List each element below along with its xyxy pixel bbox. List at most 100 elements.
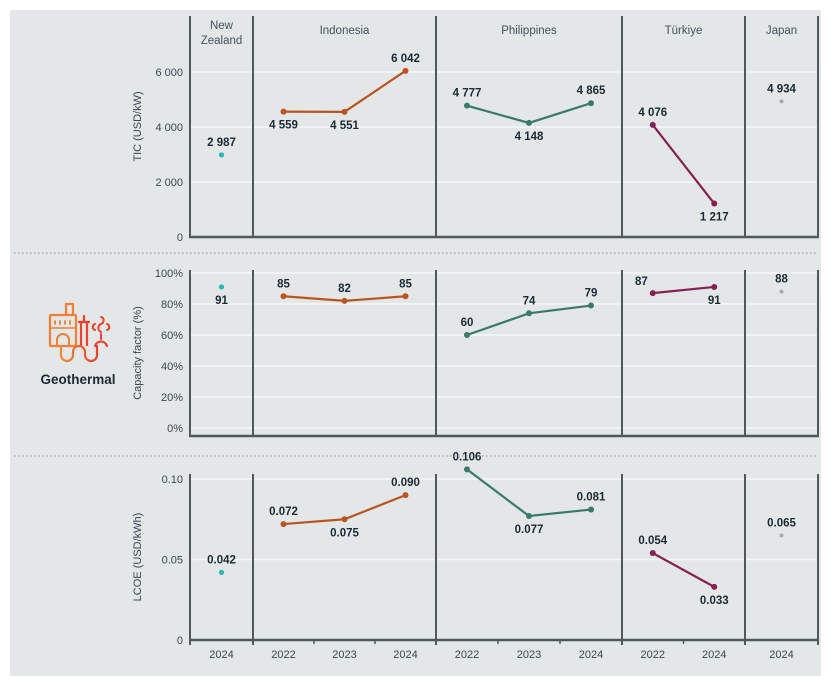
series-line: [283, 69, 407, 113]
series-line: [466, 468, 592, 518]
x-tick-label: 2024: [579, 649, 603, 661]
data-point: [341, 297, 348, 304]
y-axis-title: Capacity factor (%): [132, 306, 144, 400]
data-label: 4 148: [515, 131, 544, 143]
data-point: [464, 102, 470, 109]
y-tick-label: 0: [177, 635, 183, 647]
series-line: [652, 552, 715, 588]
data-label: 0.081: [577, 492, 606, 504]
data-label: 91: [215, 295, 228, 307]
data-label: 0.042: [207, 554, 236, 566]
y-tick-label: 0: [177, 232, 183, 244]
column-header: Philippines: [501, 25, 557, 37]
y-tick-label: 0%: [167, 423, 183, 435]
geothermal-plant-icon: [42, 302, 114, 363]
data-label: 0.033: [700, 595, 729, 607]
y-tick-label: 2 000: [155, 177, 183, 189]
data-point: [588, 506, 594, 513]
data-point: [464, 332, 470, 338]
data-point: [280, 293, 287, 300]
technology-label: Geothermal: [40, 372, 116, 387]
data-label: 60: [461, 317, 474, 329]
x-tick-label: 2024: [209, 649, 233, 661]
data-point: [779, 533, 784, 538]
data-point: [649, 121, 656, 128]
y-tick-label: 80%: [161, 299, 183, 311]
data-label: 4 934: [767, 83, 796, 95]
data-point: [526, 119, 532, 126]
data-label: 88: [775, 274, 788, 286]
y-tick-label: 20%: [161, 392, 183, 404]
data-label: 82: [338, 283, 351, 295]
data-point: [402, 492, 409, 499]
data-label: 4 865: [577, 85, 606, 97]
column-header: Japan: [766, 25, 797, 37]
data-label: 0.090: [391, 477, 420, 489]
data-label: 4 551: [330, 120, 359, 132]
y-axis-title: LCOE (USD/kWh): [132, 513, 144, 602]
x-tick-label: 2024: [393, 649, 417, 661]
data-point: [402, 67, 409, 74]
data-label: 87: [635, 276, 648, 288]
data-label: 85: [277, 278, 290, 290]
data-point: [649, 290, 656, 297]
data-point: [588, 302, 594, 309]
data-label: 91: [708, 295, 721, 307]
column-header: Indonesia: [320, 25, 370, 37]
y-tick-label: 6 000: [155, 67, 183, 79]
data-point: [526, 310, 532, 317]
data-point: [280, 108, 287, 115]
data-point: [649, 550, 656, 557]
data-point: [402, 293, 409, 300]
data-label: 0.072: [269, 506, 298, 518]
data-point: [588, 100, 594, 107]
data-label: 0.077: [515, 524, 544, 536]
y-tick-label: 100%: [155, 268, 183, 280]
data-point: [218, 284, 225, 290]
x-tick-label: 2023: [332, 649, 356, 661]
data-label: 0.075: [330, 527, 359, 539]
x-tick-label: 2022: [271, 649, 295, 661]
data-label: 0.054: [638, 535, 667, 547]
y-tick-label: 0.05: [162, 555, 183, 567]
data-point: [464, 466, 470, 473]
y-tick-label: 0.10: [162, 474, 183, 486]
y-tick-label: 40%: [161, 361, 183, 373]
figure-panel: [10, 10, 821, 676]
data-label: 74: [523, 295, 536, 307]
data-label: 1 217: [700, 212, 729, 224]
column-header: Türkiye: [665, 25, 703, 37]
data-point: [218, 569, 225, 575]
data-point: [526, 513, 532, 520]
y-tick-label: 60%: [161, 330, 183, 342]
data-point: [779, 289, 784, 294]
data-point: [779, 99, 784, 104]
data-point: [711, 283, 718, 290]
data-point: [711, 200, 718, 207]
series-line: [651, 124, 716, 205]
data-label: 6 042: [391, 53, 420, 65]
series-line: [466, 304, 592, 337]
y-axis-title: TIC (USD/kW): [132, 91, 144, 161]
column-header: Zealand: [201, 35, 243, 47]
data-label: 85: [399, 278, 412, 290]
x-tick-label: 2022: [455, 649, 479, 661]
data-label: 0.065: [767, 517, 796, 529]
data-label: 0.106: [453, 451, 482, 463]
technology-legend: Geothermal: [28, 296, 128, 387]
x-tick-label: 2022: [641, 649, 665, 661]
data-point: [280, 521, 287, 528]
y-tick-label: 4 000: [155, 122, 183, 134]
data-label: 79: [585, 288, 598, 300]
data-point: [711, 583, 718, 590]
x-tick-label: 2024: [702, 649, 726, 661]
data-label: 2 987: [207, 137, 236, 149]
data-label: 4 777: [453, 88, 482, 100]
data-point: [218, 152, 225, 158]
x-tick-label: 2024: [769, 649, 793, 661]
data-point: [341, 108, 348, 115]
series-line: [652, 285, 715, 295]
data-label: 4 076: [638, 107, 667, 119]
